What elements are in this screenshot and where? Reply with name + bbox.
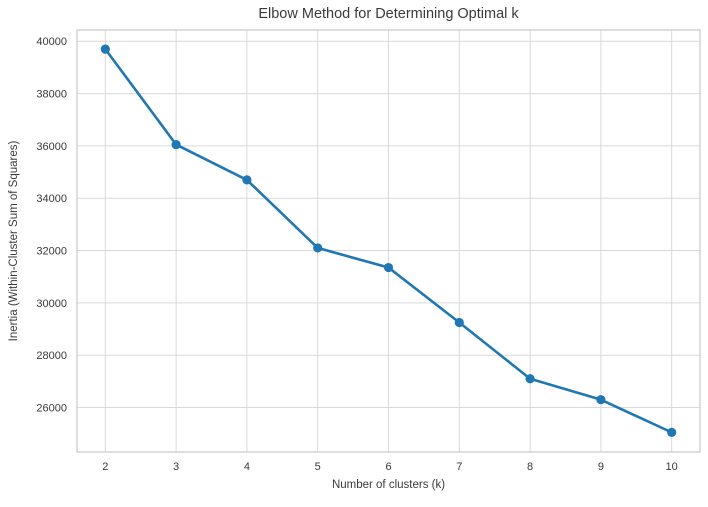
y-tick-label-26000: 26000 [36,403,67,415]
x-tick-label-3: 3 [173,461,179,473]
data-point-k7 [454,317,464,328]
data-point-k2 [100,44,110,54]
chart-title: Elbow Method for Determining Optimal k [258,6,519,22]
data-point-k6 [383,262,394,273]
x-tick-label-4: 4 [244,461,250,473]
data-point-k3 [171,139,181,150]
y-tick-label-34000: 34000 [36,193,67,205]
x-tick-label-10: 10 [666,461,678,473]
x-tick-label-2: 2 [102,461,108,473]
y-tick-label-36000: 36000 [36,141,67,153]
data-point-k8 [525,374,535,384]
x-tick-label-9: 9 [598,461,604,473]
data-point-k4 [242,175,252,185]
y-tick-label-30000: 30000 [36,298,67,310]
data-point-k10 [667,427,677,437]
data-point-k5 [313,243,323,253]
data-point-k9 [596,395,606,405]
x-axis-label: Number of clusters (k) [331,479,446,491]
y-tick-label-38000: 38000 [36,89,67,101]
x-tick-label-5: 5 [315,461,321,473]
y-tick-label-32000: 32000 [36,246,67,258]
x-tick-label-6: 6 [385,461,391,473]
x-tick-label-7: 7 [456,461,462,473]
x-tick-label-8: 8 [527,461,533,473]
y-tick-label-28000: 28000 [36,350,67,362]
y-tick-label-40000: 40000 [36,36,67,48]
y-axis-label: Inertia (Within-Cluster Sum of Squares) [8,140,20,342]
axes-frame [76,29,701,453]
